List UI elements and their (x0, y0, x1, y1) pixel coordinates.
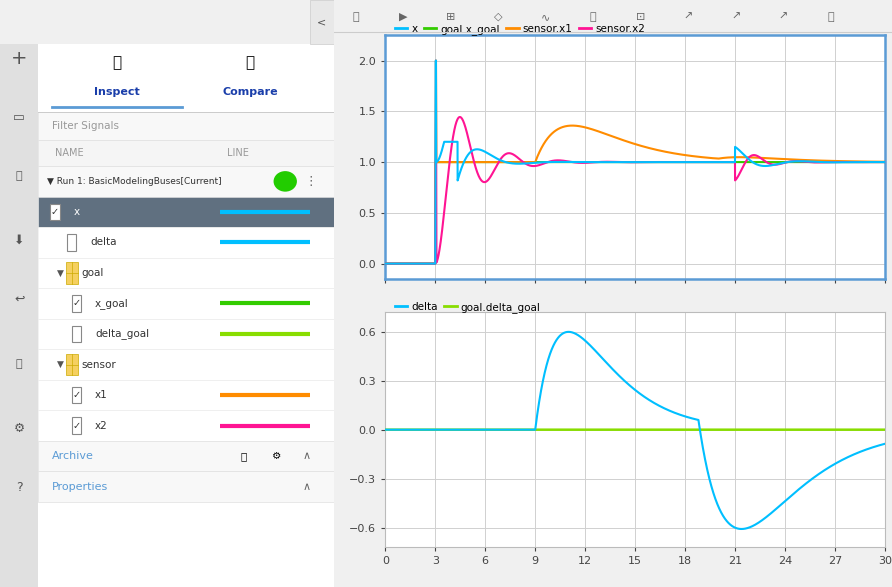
Bar (38, 471, 334, 502)
Bar (72, 295, 81, 312)
Bar (38, 288, 334, 319)
Text: delta: delta (90, 237, 117, 248)
Text: 🔍: 🔍 (590, 12, 597, 22)
Text: +: + (11, 49, 28, 68)
Bar (50, 204, 60, 220)
Text: LINE: LINE (227, 148, 249, 158)
Text: ⚙: ⚙ (272, 451, 282, 461)
Ellipse shape (274, 171, 297, 191)
Text: Properties: Properties (52, 481, 108, 492)
Text: ∿: ∿ (541, 12, 550, 22)
Text: Compare: Compare (222, 87, 278, 97)
Bar (38, 258, 334, 288)
Text: ⚙: ⚙ (13, 422, 25, 435)
Bar (38, 319, 334, 349)
Bar (38, 140, 334, 166)
Bar (38, 349, 334, 380)
Text: goal: goal (82, 268, 104, 278)
Text: ↗: ↗ (731, 12, 740, 22)
Text: x1: x1 (95, 390, 108, 400)
Text: ?: ? (16, 481, 22, 494)
Bar (38, 197, 334, 227)
Text: 📄: 📄 (16, 359, 22, 369)
Bar (38, 0, 334, 587)
Text: x2: x2 (95, 420, 108, 431)
Text: ✓: ✓ (72, 390, 81, 400)
Text: Inspect: Inspect (94, 87, 140, 97)
Text: 💾: 💾 (16, 171, 22, 181)
Text: ▼: ▼ (57, 360, 63, 369)
Bar (0, 0, 38, 587)
Text: ✋: ✋ (352, 12, 359, 22)
Text: ✅: ✅ (245, 55, 255, 70)
Text: delta_goal: delta_goal (95, 329, 149, 339)
Text: ◇: ◇ (494, 12, 502, 22)
Text: ⋮: ⋮ (304, 175, 317, 188)
Bar (72, 417, 81, 434)
Text: x_goal: x_goal (95, 298, 128, 309)
Bar (310, 0, 334, 44)
Bar (38, 166, 334, 197)
Bar (67, 234, 77, 251)
Bar (72, 387, 81, 403)
Text: ▭: ▭ (13, 111, 25, 124)
Text: ↩: ↩ (14, 293, 24, 306)
Text: ⬇: ⬇ (14, 234, 24, 247)
Text: <: < (318, 17, 326, 27)
Legend: delta, goal.delta_goal: delta, goal.delta_goal (391, 298, 545, 317)
Text: ∧: ∧ (303, 451, 311, 461)
Text: ∧: ∧ (303, 481, 311, 492)
Text: Filter Signals: Filter Signals (52, 120, 119, 131)
Bar (38, 441, 334, 471)
Text: sensor: sensor (82, 359, 117, 370)
Text: Archive: Archive (52, 451, 94, 461)
Text: 🔍: 🔍 (112, 55, 121, 70)
Text: ✓: ✓ (72, 420, 81, 431)
Text: ✓: ✓ (72, 298, 81, 309)
Legend: x, goal.x_goal, sensor.x1, sensor.x2: x, goal.x_goal, sensor.x1, sensor.x2 (391, 20, 649, 39)
Bar (38, 380, 334, 410)
Text: ↗: ↗ (779, 12, 788, 22)
Bar (72, 326, 81, 342)
Text: NAME: NAME (55, 148, 84, 158)
Text: ▼: ▼ (57, 268, 63, 278)
Text: 📷: 📷 (827, 12, 834, 22)
Text: ⊡: ⊡ (636, 12, 646, 22)
Text: ⊞: ⊞ (446, 12, 456, 22)
Text: ✓: ✓ (51, 207, 59, 217)
Text: ▼ Run 1: BasicModelingBuses[Current]: ▼ Run 1: BasicModelingBuses[Current] (46, 177, 221, 186)
Bar (38, 44, 334, 112)
Bar (38, 112, 334, 140)
Text: 🗑: 🗑 (241, 451, 247, 461)
Bar (66, 354, 78, 375)
Text: ↗: ↗ (683, 12, 693, 22)
Bar (38, 410, 334, 441)
Bar (66, 262, 78, 284)
Bar (0, 0, 334, 44)
Text: x: x (73, 207, 79, 217)
Bar (38, 227, 334, 258)
Text: ▶: ▶ (399, 12, 408, 22)
